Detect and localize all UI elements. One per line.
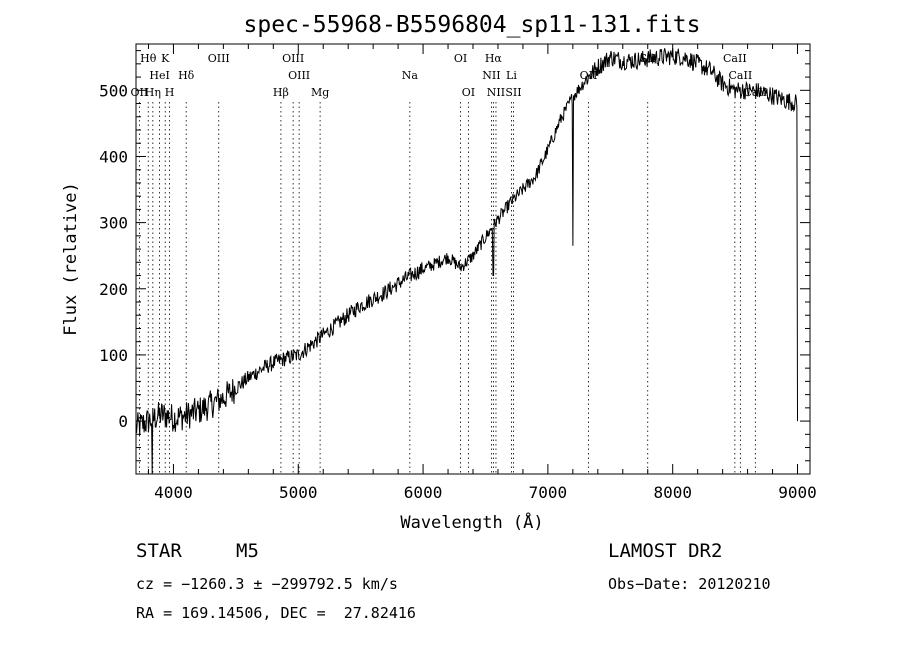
line-marker-label: SII bbox=[505, 86, 521, 99]
coordinates: RA = 169.14506, DEC = 27.82416 bbox=[136, 604, 416, 622]
line-marker-label: CaII bbox=[723, 52, 747, 65]
obs-date: Obs−Date: 20120210 bbox=[608, 575, 771, 593]
line-marker-label: OI bbox=[462, 86, 475, 99]
line-marker-label: Mg bbox=[311, 86, 329, 99]
x-tick-label: 7000 bbox=[529, 483, 568, 502]
object-type: STAR bbox=[136, 540, 182, 562]
x-axis-label: Wavelength (Å) bbox=[400, 511, 543, 533]
plot-frame bbox=[135, 43, 811, 475]
line-marker-label: Na bbox=[402, 69, 419, 82]
line-marker-label: OI bbox=[454, 52, 467, 65]
line-marker-label: HeI bbox=[149, 69, 169, 82]
x-tick-label: 4000 bbox=[154, 483, 193, 502]
survey-name: LAMOST DR2 bbox=[608, 540, 723, 562]
y-tick-label: 100 bbox=[99, 346, 128, 365]
axis-layer: 4000 5000 6000 7000 8000 9000 0 100 200 300 400 500 bbox=[99, 44, 817, 502]
line-marker-label: OII bbox=[131, 86, 149, 99]
line-marker-label: Hδ bbox=[178, 69, 195, 82]
x-tick-label: 8000 bbox=[653, 483, 692, 502]
line-marker-label: Hθ bbox=[140, 52, 157, 65]
x-tick-label: 6000 bbox=[404, 483, 443, 502]
spectrum-line bbox=[135, 47, 798, 475]
line-marker-label: Hα bbox=[485, 52, 503, 65]
redshift-cz: cz = −1260.3 ± −299792.5 km/s bbox=[136, 575, 398, 593]
line-marker-label: OIII bbox=[282, 52, 304, 65]
line-marker-label: OIII bbox=[208, 52, 230, 65]
line-marker-label: CaII bbox=[729, 69, 753, 82]
y-axis-label: Flux (relative) bbox=[61, 182, 81, 336]
y-tick-label: 400 bbox=[99, 147, 128, 166]
line-marker-label: K bbox=[161, 52, 170, 65]
line-marker-label: OIII bbox=[288, 69, 310, 82]
y-tick-label: 500 bbox=[99, 81, 128, 100]
object-subclass: M5 bbox=[236, 540, 259, 562]
line-marker-label: NII bbox=[487, 86, 505, 99]
line-marker-label: Hβ bbox=[273, 86, 289, 99]
y-tick-label: 0 bbox=[118, 412, 128, 431]
series-layer bbox=[135, 47, 798, 475]
y-tick-label: 200 bbox=[99, 280, 128, 299]
line-marker-label: NII bbox=[482, 69, 500, 82]
x-tick-label: 9000 bbox=[778, 483, 817, 502]
chart-title: spec-55968-B5596804_sp11-131.fits bbox=[244, 12, 701, 38]
y-tick-label: 300 bbox=[99, 214, 128, 233]
line-marker-label: Li bbox=[506, 69, 517, 82]
line-marker-label: Hη bbox=[145, 86, 161, 99]
x-tick-label: 5000 bbox=[279, 483, 318, 502]
line-marker-label: H bbox=[165, 86, 175, 99]
